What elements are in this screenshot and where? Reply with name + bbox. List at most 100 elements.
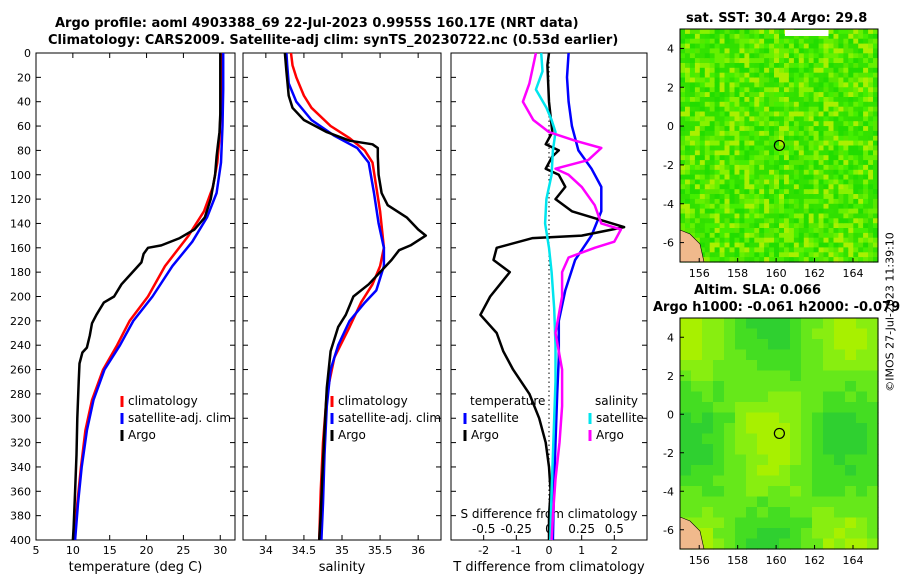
sst-map-cell: [798, 33, 805, 40]
sst-map-cell: [680, 213, 686, 219]
sst-map-cell: [769, 38, 775, 45]
sst-map-cell: [714, 48, 721, 54]
sst-map-cell: [828, 58, 834, 64]
sst-map-cell: [759, 179, 765, 185]
temperature-x-tick-label: 30: [213, 544, 227, 557]
sla-map-cell: [713, 538, 725, 550]
sla-map-cell: [757, 381, 769, 393]
sst-map-cell: [694, 29, 701, 35]
sla-map-cell: [779, 486, 791, 498]
sst-map-cell: [689, 203, 696, 210]
sla-map-cell: [823, 507, 835, 519]
sst-map-cell: [699, 228, 706, 234]
sst-map-cell: [699, 237, 706, 244]
sla-map-cell: [746, 444, 758, 456]
sst-map-cell: [759, 97, 765, 103]
sst-map-cell: [868, 116, 874, 122]
sst-map-cell: [754, 135, 760, 142]
sst-map-cell: [739, 48, 745, 54]
sst-map-cell: [754, 252, 760, 258]
sst-map-cell: [828, 223, 834, 229]
sst-map-cell: [709, 72, 716, 79]
sst-map-cell: [813, 33, 820, 40]
sla-map-y-tick-label: 2: [667, 370, 674, 383]
sst-map-cell: [769, 53, 775, 59]
sst-map-cell: [843, 184, 849, 190]
sst-map-cell: [744, 97, 750, 103]
sla-map-cell: [801, 517, 813, 529]
sst-map-cell: [749, 130, 755, 137]
sst-map-cell: [680, 145, 686, 151]
sst-map-cell: [714, 140, 721, 147]
sst-map-cell: [704, 164, 711, 171]
sst-map-cell: [833, 160, 839, 166]
sla-map-cell: [680, 475, 692, 487]
sst-map-cell: [863, 48, 869, 54]
sst-map-cell: [724, 145, 730, 151]
sst-map-cell: [873, 29, 879, 35]
sst-map-cell: [808, 174, 815, 181]
sst-map-cell: [744, 174, 750, 181]
sst-map-cell: [803, 135, 810, 142]
sst-map-cell: [788, 48, 795, 54]
sst-map-cell: [818, 203, 825, 210]
sst-map-cell: [714, 29, 721, 35]
sst-map-cell: [848, 208, 854, 215]
sst-map-cell: [685, 77, 691, 83]
sst-map-cell: [680, 126, 686, 132]
sst-map-cell: [699, 29, 706, 35]
sst-map-cell: [793, 63, 800, 69]
sst-map-cell: [704, 189, 711, 195]
sst-map-cell: [719, 58, 726, 64]
sla-map-cell: [845, 454, 857, 466]
sst-map-cell: [704, 247, 711, 253]
sla-map-cell: [768, 454, 780, 466]
sst-map-cell: [764, 155, 770, 161]
sst-map-cell: [808, 218, 815, 224]
sst-map-cell: [853, 155, 859, 161]
sst-map-cell: [828, 237, 834, 244]
sla-map-cell: [834, 318, 846, 330]
sst-map-cell: [863, 194, 869, 200]
sla-map-cell: [735, 349, 747, 361]
sst-map-cell: [838, 121, 844, 127]
sst-map-cell: [813, 150, 820, 156]
sla-map-cell: [702, 391, 714, 403]
sst-map-cell: [724, 164, 730, 171]
sst-map-cell: [739, 126, 745, 132]
sla-map-cell: [845, 517, 857, 529]
sla-map-y-tick-label: -2: [663, 447, 674, 460]
sla-map-cell: [724, 528, 736, 540]
sst-map-cell: [818, 106, 825, 113]
sst-map-cell: [729, 203, 735, 210]
sst-map-cell: [685, 140, 691, 147]
sla-map-cell: [680, 412, 692, 424]
sst-map-cell: [704, 87, 711, 93]
sst-map-cell: [863, 63, 869, 69]
sla-map-cell: [702, 433, 714, 445]
sst-map-cell: [853, 247, 859, 253]
sst-map-cell: [823, 184, 829, 190]
sst-map-cell: [848, 184, 854, 190]
sst-map-cell: [818, 184, 825, 190]
sst-map-cell: [873, 228, 879, 234]
sst-map-cell: [680, 160, 686, 166]
sst-map-cell: [779, 213, 785, 219]
sst-map-cell: [749, 111, 755, 117]
sst-map-cell: [848, 145, 854, 151]
sla-map-cell: [812, 318, 824, 330]
sla-map-x-tick-label: 162: [804, 554, 825, 567]
sst-map-cell: [823, 97, 829, 103]
sst-map-cell: [759, 145, 765, 151]
sst-map-cell: [699, 164, 706, 171]
sst-map-cell: [724, 87, 730, 93]
sst-map-cell: [734, 247, 740, 253]
sst-map-cell: [798, 140, 805, 147]
sst-map-cell: [680, 174, 686, 181]
sst-map-cell: [838, 194, 844, 200]
sst-map-cell: [813, 194, 820, 200]
sst-map-cell: [754, 38, 760, 45]
sst-map-cell: [744, 150, 750, 156]
sla-map-cell: [702, 423, 714, 435]
sst-map-cell: [848, 77, 854, 83]
